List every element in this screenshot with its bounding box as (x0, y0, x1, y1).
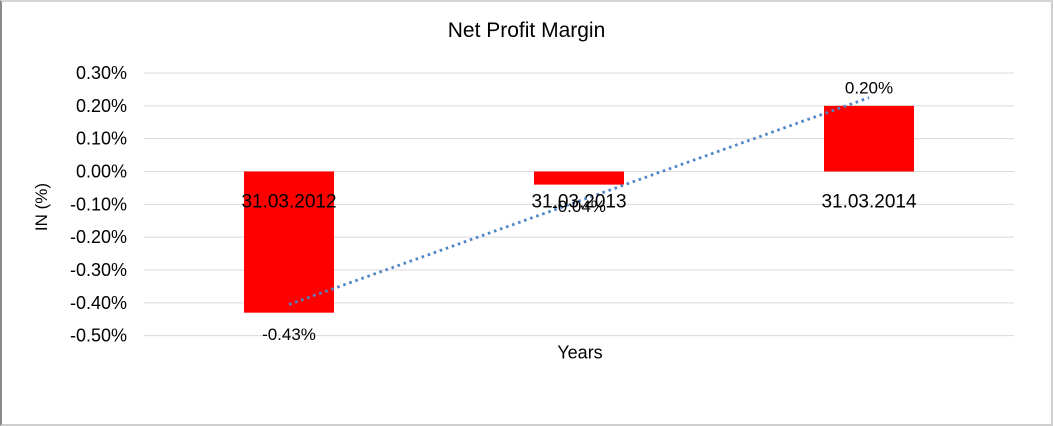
value-label: 0.20% (845, 78, 893, 97)
y-tick-label: 0.20% (76, 96, 127, 116)
y-tick-label: 0.10% (76, 129, 127, 149)
y-tick-label: 0.00% (76, 162, 127, 182)
bar (534, 171, 624, 185)
value-label: -0.04% (552, 197, 606, 216)
y-tick-label: -0.10% (70, 194, 127, 214)
x-axis-title: Years (557, 342, 603, 363)
bar (244, 171, 334, 313)
y-tick-label: -0.20% (70, 227, 127, 247)
y-tick-label: -0.40% (70, 293, 127, 313)
trendline (288, 96, 870, 306)
bar (824, 105, 914, 172)
y-tick-label: 0.30% (76, 63, 127, 83)
chart-title: Net Profit Margin (447, 19, 606, 42)
y-tick-label: -0.30% (70, 260, 127, 280)
y-tick-label: -0.50% (70, 326, 127, 346)
category-label: 31.03.2014 (821, 192, 917, 213)
value-label: -0.43% (262, 325, 316, 344)
category-label: 31.03.2013 (531, 192, 626, 213)
category-label: 31.03.2012 (241, 192, 336, 213)
